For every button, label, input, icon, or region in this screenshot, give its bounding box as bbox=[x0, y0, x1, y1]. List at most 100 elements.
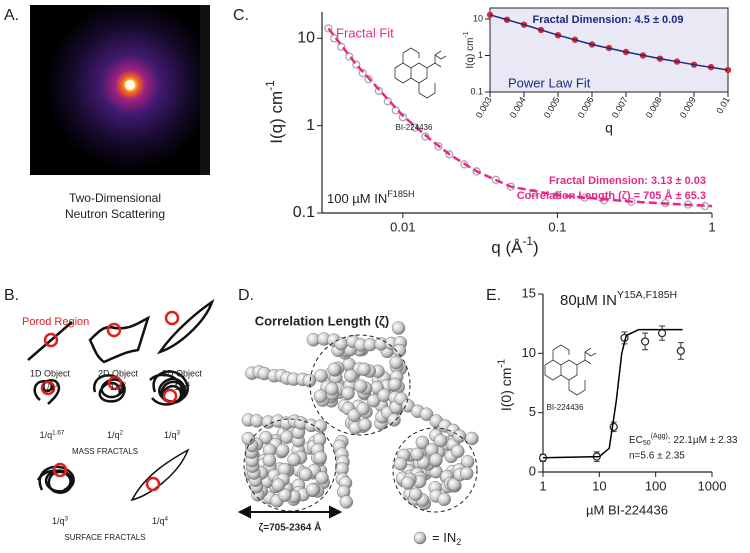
panel-label: C. bbox=[233, 7, 249, 24]
power-law-part: 1/q bbox=[110, 382, 123, 392]
legend-text: = IN2 bbox=[432, 530, 461, 547]
particle bbox=[278, 488, 292, 502]
data-point bbox=[724, 66, 732, 74]
panel-title: Correlation Length (ζ) bbox=[255, 313, 390, 328]
fit-line bbox=[327, 27, 713, 208]
x-tick-label: 0.004 bbox=[508, 95, 528, 120]
particle bbox=[250, 414, 264, 428]
particle bbox=[393, 457, 408, 471]
chart-title-part: Y15A,F185H bbox=[617, 289, 677, 301]
power-law: 1/q4 bbox=[174, 381, 191, 392]
particle bbox=[408, 487, 423, 501]
particle bbox=[419, 407, 434, 421]
power-law-part: 4 bbox=[165, 515, 169, 522]
power-law-part: 1/q bbox=[52, 516, 65, 526]
power-law-part: 1.67 bbox=[52, 429, 65, 436]
x-axis-label: µM BI-224436 bbox=[586, 502, 668, 517]
x-tick-label: 10 bbox=[592, 478, 606, 493]
legend-label: Fractal Fit bbox=[336, 25, 394, 40]
power-law-part: 1/q bbox=[40, 430, 53, 440]
y-axis-label-part: I(q) cm bbox=[465, 38, 476, 69]
ec50-label-part: : 22.1µM ± 2.33 bbox=[668, 435, 738, 446]
legend-sub: 2 bbox=[456, 537, 461, 547]
particle bbox=[287, 452, 301, 467]
chart-title: 80µM INY15A,F185H bbox=[560, 289, 677, 309]
group-label: SURFACE FRACTALS bbox=[64, 533, 145, 542]
particle bbox=[451, 444, 465, 459]
annotation: Fractal Dimension: 3.13 ± 0.03 bbox=[549, 175, 706, 187]
data-point bbox=[657, 329, 667, 338]
particle bbox=[389, 355, 403, 370]
compound-label: BI-224436 bbox=[396, 123, 433, 132]
y-tick-label: 15 bbox=[522, 285, 536, 300]
x-tick-label: 1 bbox=[708, 219, 715, 234]
caption: Two-Dimensional bbox=[69, 191, 161, 205]
data-point bbox=[640, 337, 650, 346]
molecule bbox=[544, 344, 597, 396]
particle bbox=[344, 369, 358, 383]
particle bbox=[275, 443, 290, 458]
y-axis-label-part: -1 bbox=[496, 359, 507, 368]
power-law-part: 1 bbox=[55, 381, 59, 388]
particle bbox=[313, 389, 328, 403]
y-tick-label: 0 bbox=[529, 463, 536, 478]
particle bbox=[353, 379, 368, 393]
particle bbox=[452, 429, 467, 443]
x-tick-label: 100 bbox=[645, 478, 667, 493]
y-tick-label: 5 bbox=[529, 404, 536, 419]
y-tick-label: 0.1 bbox=[470, 86, 483, 96]
particle bbox=[302, 373, 317, 388]
object-name: 1D Object bbox=[30, 368, 71, 378]
particle bbox=[315, 471, 329, 485]
particle bbox=[298, 467, 313, 482]
porod-circles bbox=[40, 310, 180, 492]
beam-center bbox=[125, 80, 135, 90]
power-law: 1/q2 bbox=[107, 429, 124, 440]
power-law-part: 1/q bbox=[107, 430, 120, 440]
x-tick-label: 0.1 bbox=[548, 219, 566, 234]
x-tick-label: 0.003 bbox=[474, 95, 494, 120]
y-axis-label: I(q) cm-1 bbox=[463, 31, 476, 68]
data-point bbox=[676, 346, 686, 356]
ec50-label-part: 50 bbox=[643, 440, 651, 447]
range-label: ζ=705-2364 Å bbox=[259, 521, 322, 534]
power-law: 1/q4 bbox=[152, 515, 169, 526]
x-axis-label-part: -1 bbox=[522, 234, 533, 248]
x-tick-label: 1 bbox=[539, 478, 546, 493]
particle bbox=[271, 478, 286, 492]
x-axis-label-part: ) bbox=[533, 238, 539, 257]
particle bbox=[314, 368, 328, 383]
particle bbox=[327, 362, 342, 377]
fit-line bbox=[542, 328, 683, 459]
panel-label: A. bbox=[4, 7, 19, 24]
particle bbox=[437, 492, 451, 507]
particle bbox=[339, 495, 354, 509]
fit-line bbox=[489, 14, 729, 71]
power-law: 1/q3 bbox=[52, 515, 69, 526]
annotation: Correlation Length (ζ) = 705 Å ± 65.3 bbox=[517, 189, 706, 202]
x-tick-label: 0.006 bbox=[576, 95, 596, 120]
y-axis-label: I(q) cm-1 bbox=[263, 80, 286, 144]
y-tick-label: 10 bbox=[297, 30, 315, 47]
power-law-part: 4 bbox=[187, 381, 191, 388]
data-point bbox=[391, 106, 400, 115]
power-law-part: 1/q bbox=[164, 430, 177, 440]
power-law-part: 3 bbox=[177, 429, 181, 436]
y-tick-label: 10 bbox=[522, 345, 536, 360]
particle bbox=[410, 447, 425, 462]
data-point bbox=[609, 422, 618, 432]
ec50-label: EC50(Agg): 22.1µM ± 2.33 bbox=[629, 433, 738, 447]
x-tick-label: 1000 bbox=[698, 478, 727, 493]
power-law-part: 1/q bbox=[174, 382, 187, 392]
ec50-label-part: (Agg) bbox=[651, 433, 668, 440]
power-law-part: 2 bbox=[123, 381, 127, 388]
particle bbox=[306, 483, 320, 497]
power-law: 1/q1 bbox=[42, 381, 59, 392]
particle bbox=[241, 431, 256, 446]
particle bbox=[313, 450, 328, 465]
arrow bbox=[237, 505, 343, 519]
power-law-part: 2 bbox=[120, 429, 124, 436]
legend-label: Power Law Fit bbox=[508, 75, 591, 90]
particle bbox=[388, 377, 402, 392]
